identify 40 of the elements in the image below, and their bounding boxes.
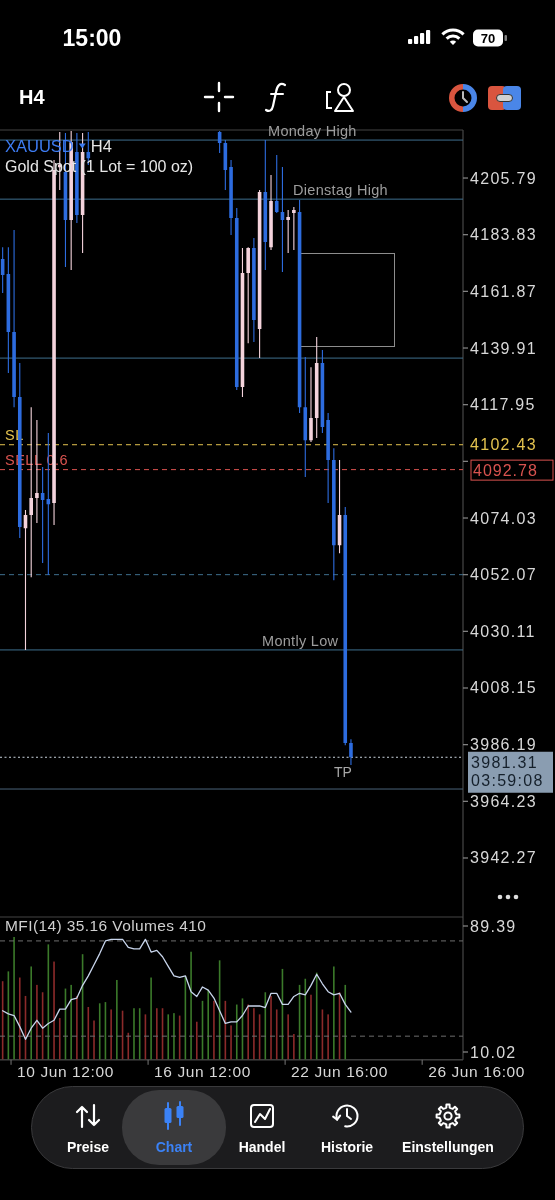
ref-line-label: TP: [334, 764, 352, 781]
y-tick-label: 3942.27: [470, 849, 537, 867]
annotation: 4102.43: [470, 436, 537, 454]
ref-line-label: Dienstag High: [293, 182, 388, 199]
y-tick-label: 3986.19: [470, 736, 537, 754]
chart-title: MFI(14) 35.16 Volumes 410: [5, 917, 207, 934]
y-tick-label: 4205.79: [470, 169, 537, 187]
text: H4: [19, 86, 46, 108]
y-tick-label: 4052.07: [470, 566, 537, 584]
y-tick-label: 4183.83: [470, 226, 537, 244]
text: 70: [480, 30, 496, 46]
y-tick-label: 4008.15: [470, 679, 537, 697]
ref-line-label: Monday High: [268, 123, 357, 140]
x-tick-label: 16 Jun 12:00: [154, 1063, 251, 1080]
annotation: 03:59:08: [471, 772, 544, 790]
candlestick: [309, 367, 313, 442]
ref-line-label: Montly Low: [262, 632, 339, 649]
x-tick-label: 26 Jun 16:00: [428, 1063, 525, 1080]
x-tick-label: 10 Jun 12:00: [17, 1063, 114, 1080]
text: Preise: [66, 1139, 110, 1155]
candlestick: [349, 739, 353, 766]
text: Historie: [320, 1139, 374, 1155]
y-tick-label: 3964.23: [470, 792, 537, 810]
text: Chart: [155, 1139, 193, 1155]
y-tick-label: 4074.03: [470, 509, 537, 527]
y-tick-label: 4139.91: [470, 339, 537, 357]
annotation: H4: [90, 137, 112, 155]
y-tick-label: 10.02: [470, 1043, 517, 1061]
y-tick-label: 89.39: [470, 917, 517, 935]
text: 15:00: [62, 25, 122, 51]
y-tick-label: 4117.95: [470, 396, 536, 414]
candlestick: [269, 174, 273, 250]
annotation: 4092.78: [473, 461, 538, 479]
annotation: 3981.31: [471, 753, 538, 771]
x-tick-label: 22 Jun 16:00: [291, 1063, 388, 1080]
y-tick-label: 4161.87: [470, 282, 537, 300]
line-series: [2, 938, 352, 1040]
text: Handel: [238, 1139, 286, 1155]
y-tick-label: 4030.11: [470, 622, 536, 640]
text: Einstellungen: [402, 1139, 494, 1155]
